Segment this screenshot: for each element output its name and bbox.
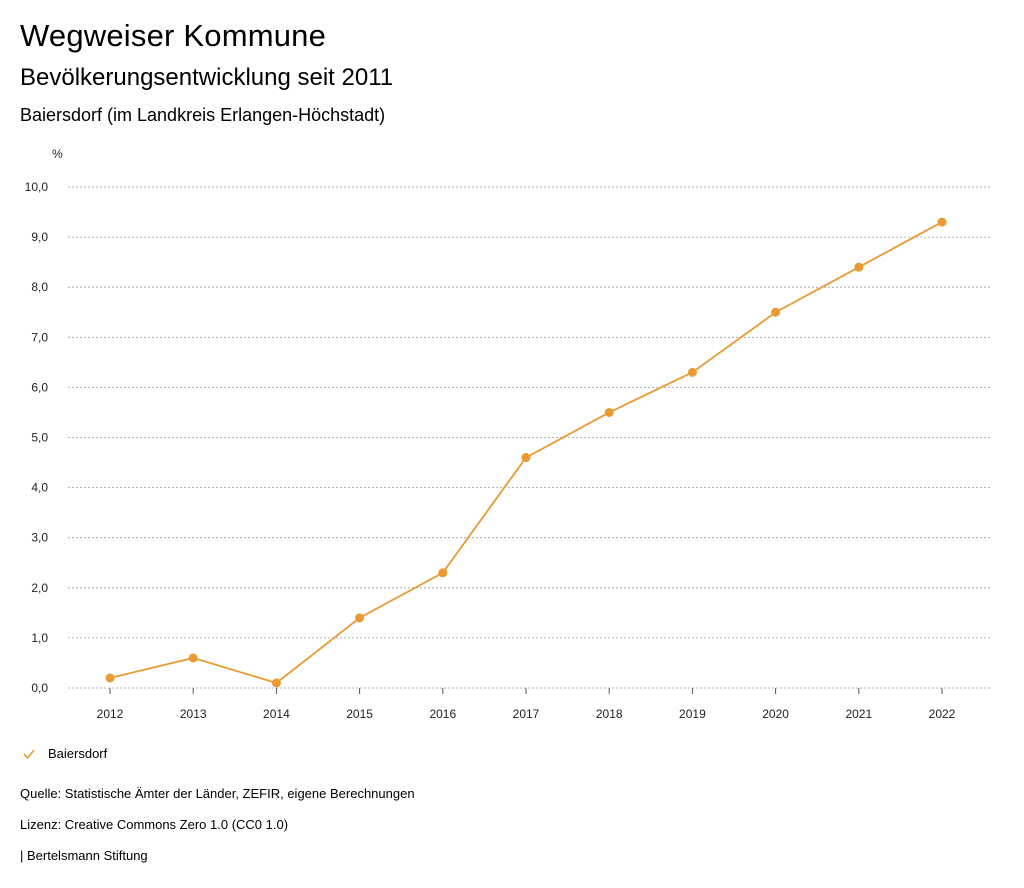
publisher-note: | Bertelsmann Stiftung xyxy=(20,848,148,863)
data-point xyxy=(604,407,614,417)
x-tick-label: 2016 xyxy=(429,707,456,721)
data-point xyxy=(105,673,115,683)
data-point xyxy=(271,678,281,688)
source-note: Quelle: Statistische Ämter der Länder, Z… xyxy=(20,786,415,801)
x-tick-label: 2017 xyxy=(513,707,540,721)
data-point xyxy=(937,217,947,227)
y-tick-label: 3,0 xyxy=(31,531,48,545)
legend-label: Baiersdorf xyxy=(48,746,108,761)
y-tick-label: 8,0 xyxy=(31,280,48,294)
x-tick-label: 2013 xyxy=(180,707,207,721)
y-tick-label: 6,0 xyxy=(31,380,48,394)
check-icon xyxy=(23,748,35,759)
y-axis-unit: % xyxy=(52,147,63,161)
y-tick-label: 4,0 xyxy=(31,481,48,495)
chart-subtitle: Bevölkerungsentwicklung seit 2011 xyxy=(20,64,394,91)
y-tick-label: 1,0 xyxy=(31,631,48,645)
y-tick-label: 5,0 xyxy=(31,431,48,445)
x-tick-label: 2012 xyxy=(97,707,124,721)
x-tick-label: 2021 xyxy=(845,707,872,721)
data-point xyxy=(355,613,365,623)
legend-item-baiersdorf[interactable]: Baiersdorf xyxy=(22,746,107,761)
data-point xyxy=(521,453,531,463)
y-tick-label: 7,0 xyxy=(31,330,48,344)
data-point xyxy=(188,653,198,663)
x-tick-label: 2018 xyxy=(596,707,623,721)
y-tick-label: 10,0 xyxy=(25,180,49,194)
y-tick-label: 0,0 xyxy=(31,681,48,695)
data-point xyxy=(687,367,697,377)
y-tick-label: 2,0 xyxy=(31,581,48,595)
data-point xyxy=(854,262,864,272)
x-tick-label: 2022 xyxy=(929,707,956,721)
x-tick-label: 2020 xyxy=(762,707,789,721)
data-point xyxy=(771,307,781,317)
x-tick-label: 2015 xyxy=(346,707,373,721)
data-point xyxy=(438,568,448,578)
region-label: Baiersdorf (im Landkreis Erlangen-Höchst… xyxy=(20,105,386,125)
x-tick-label: 2019 xyxy=(679,707,706,721)
y-tick-label: 9,0 xyxy=(31,230,48,244)
page-title: Wegweiser Kommune xyxy=(20,18,327,53)
line-chart: % 0,0 1,0 2,0 3,0 4,0 5,0 6,0 7,0 8,0 9,0 10,0 2012 2… xyxy=(25,147,990,721)
series-line xyxy=(109,221,943,684)
x-tick-label: 2014 xyxy=(263,707,290,721)
license-note: Lizenz: Creative Commons Zero 1.0 (CC0 1… xyxy=(20,817,289,832)
